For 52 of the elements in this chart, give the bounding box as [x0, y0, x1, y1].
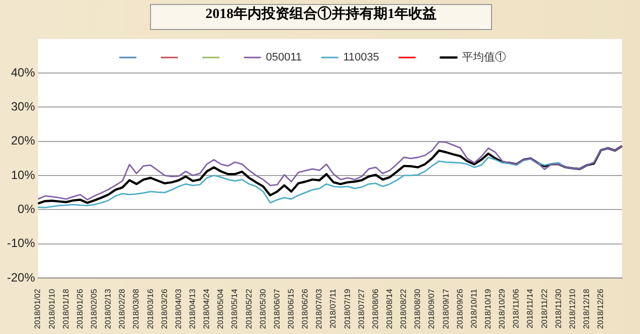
x-tick-label: 2018/12/18 — [582, 288, 592, 330]
legend-label: 110035 — [343, 52, 380, 64]
x-tick-label: 2018/06/15 — [286, 288, 296, 330]
x-tick-label: 2018/05/14 — [230, 288, 240, 330]
x-tick-label: 2018/03/26 — [160, 288, 169, 330]
x-tick-label: 2018/08/22 — [399, 288, 408, 330]
x-tick-label: 2018/09/26 — [455, 288, 464, 330]
y-tick-label: -20% — [7, 270, 36, 284]
x-tick-label: 2018/12/26 — [596, 288, 606, 330]
x-tick-label: 2018/03/08 — [132, 288, 141, 330]
x-tick-label: 2018/01/26 — [75, 288, 84, 330]
x-tick-label: 2018/04/24 — [202, 288, 212, 330]
x-tick-label: 2018/07/11 — [328, 288, 338, 328]
x-tick-label: 2018/01/10 — [47, 288, 56, 330]
x-tick-label: 2018/04/13 — [188, 288, 198, 330]
x-tick-label: 2018/05/04 — [216, 288, 226, 330]
x-tick-label: 2018/10/29 — [498, 288, 507, 330]
y-tick-label: 30% — [10, 99, 36, 114]
x-tick-label: 2018/11/30 — [554, 288, 563, 328]
x-tick-label: 2018/02/13 — [104, 288, 113, 330]
legend-label: 050011 — [266, 52, 302, 64]
x-tick-label: 2018/05/22 — [244, 288, 254, 330]
x-tick-label: 2018/10/19 — [484, 288, 493, 330]
chart-title: 2018年内投资组合①并持有期1年收益 — [150, 4, 492, 30]
x-tick-label: 2018/08/06 — [370, 288, 380, 330]
y-tick-label: 0% — [18, 202, 36, 216]
x-tick-label: 2018/06/07 — [272, 288, 282, 330]
x-tick-label: 2018/11/22 — [540, 288, 549, 328]
x-tick-label: 2018/02/05 — [90, 288, 99, 330]
y-tick-label: -10% — [7, 236, 36, 250]
x-tick-label: 2018/12/10 — [568, 288, 577, 330]
x-tick-label: 2018/02/28 — [118, 288, 127, 330]
x-tick-label: 2018/07/03 — [314, 288, 324, 330]
y-tick-label: 20% — [10, 134, 36, 148]
x-tick-label: 2018/04/03 — [174, 288, 183, 330]
x-tick-label: 2018/09/07 — [427, 288, 436, 330]
x-tick-label: 2018/09/17 — [441, 288, 450, 330]
x-tick-label: 2018/01/02 — [33, 288, 42, 330]
x-tick-label: 2018/08/30 — [413, 288, 422, 330]
x-tick-label: 2018/03/16 — [146, 288, 155, 330]
y-tick-label: 10% — [10, 168, 36, 182]
x-tick-label: 2018/06/26 — [300, 288, 310, 330]
y-tick-label: 40% — [10, 65, 36, 80]
x-tick-label: 2018/05/30 — [258, 288, 268, 330]
x-tick-label: 2018/01/18 — [61, 288, 70, 330]
x-tick-label: 2018/11/06 — [512, 288, 521, 328]
x-tick-label: 2018/07/19 — [342, 288, 352, 330]
legend-label: 平均值① — [462, 50, 506, 64]
x-tick-label: 2018/07/27 — [356, 288, 366, 330]
x-tick-label: 2018/10/11 — [469, 288, 478, 328]
x-tick-label: 2018/11/14 — [526, 288, 535, 328]
x-tick-label: 2018/08/14 — [385, 288, 394, 330]
